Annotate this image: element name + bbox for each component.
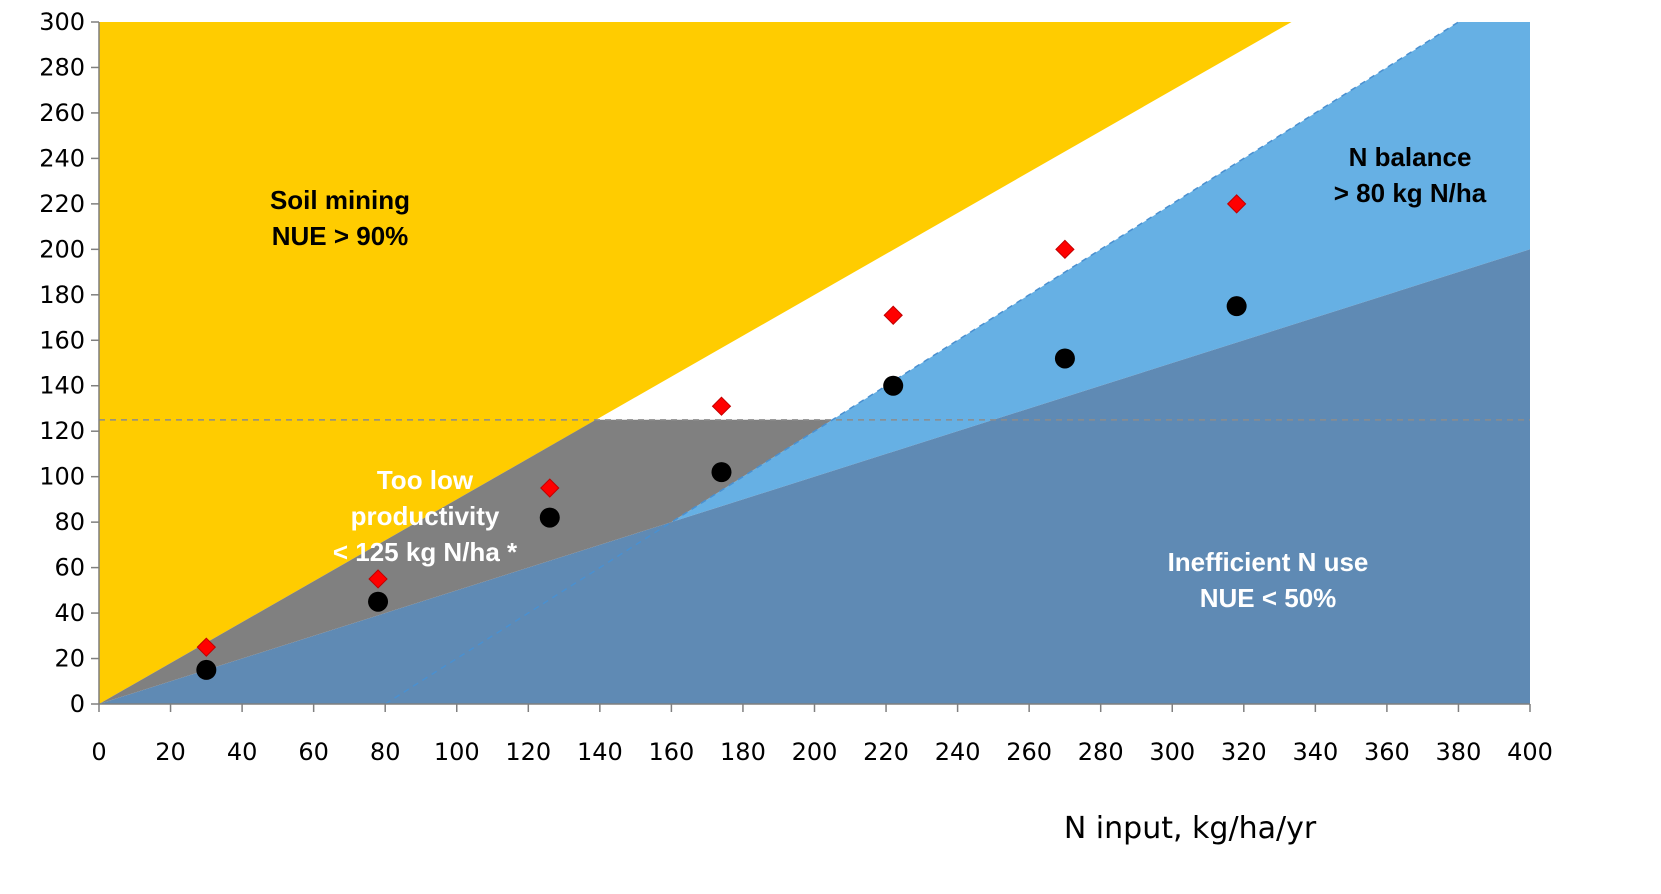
- x-tick-label: 100: [434, 738, 480, 766]
- circle-point: [196, 660, 216, 680]
- x-tick-label: 120: [505, 738, 551, 766]
- x-tick-label: 360: [1364, 738, 1410, 766]
- x-tick-label: 200: [792, 738, 838, 766]
- zone-label-line: productivity: [351, 501, 500, 531]
- x-tick-label: 280: [1078, 738, 1124, 766]
- zone-label-line: > 80 kg N/ha: [1334, 178, 1487, 208]
- y-tick-label: 80: [54, 508, 85, 536]
- y-tick-label: 140: [39, 372, 85, 400]
- zone-label-line: NUE > 90%: [272, 221, 409, 251]
- y-tick-label: 40: [54, 599, 85, 627]
- x-tick-label: 180: [720, 738, 766, 766]
- x-tick-label: 20: [155, 738, 186, 766]
- x-tick-label: 220: [863, 738, 909, 766]
- y-tick-label: 280: [39, 53, 85, 81]
- circle-point: [711, 462, 731, 482]
- x-axis-ticks: 0 20 40 60 80 100 120 140 160 180 200 220 240 260 280 3…: [91, 704, 1553, 766]
- y-tick-label: 120: [39, 417, 85, 445]
- zone-label-line: N balance: [1349, 142, 1472, 172]
- y-tick-label: 160: [39, 326, 85, 354]
- x-tick-label: 320: [1221, 738, 1267, 766]
- circle-point: [1055, 348, 1075, 368]
- y-tick-label: 0: [70, 690, 85, 718]
- diamond-point: [884, 306, 902, 324]
- diamond-point: [712, 397, 730, 415]
- y-tick-label: 20: [54, 645, 85, 673]
- y-tick-label: 60: [54, 554, 85, 582]
- x-tick-label: 40: [227, 738, 258, 766]
- x-tick-label: 400: [1507, 738, 1553, 766]
- x-tick-label: 340: [1292, 738, 1338, 766]
- x-tick-label: 300: [1149, 738, 1195, 766]
- y-tick-label: 100: [39, 463, 85, 491]
- x-tick-label: 160: [648, 738, 694, 766]
- y-tick-label: 300: [39, 8, 85, 36]
- x-tick-label: 260: [1006, 738, 1052, 766]
- circle-point: [1227, 296, 1247, 316]
- x-tick-label: 240: [935, 738, 981, 766]
- circle-point: [540, 508, 560, 528]
- x-tick-label: 80: [370, 738, 401, 766]
- x-tick-label: 140: [577, 738, 623, 766]
- circle-point: [883, 376, 903, 396]
- y-tick-label: 240: [39, 144, 85, 172]
- zone-label-line: < 125 kg N/ha *: [333, 537, 518, 567]
- y-tick-label: 200: [39, 235, 85, 263]
- zone-label-line: NUE < 50%: [1200, 583, 1337, 613]
- circle-point: [368, 592, 388, 612]
- x-tick-label: 60: [298, 738, 329, 766]
- y-tick-label: 180: [39, 281, 85, 309]
- zone-label-line: Too low: [377, 465, 474, 495]
- zone-label-line: Inefficient N use: [1168, 547, 1369, 577]
- diamond-point: [1056, 240, 1074, 258]
- y-tick-label: 260: [39, 99, 85, 127]
- x-tick-label: 0: [91, 738, 106, 766]
- y-axis-ticks: 0 20 40 60 80 100 120 140 160 180 200 220 240 260 280 3…: [39, 8, 99, 718]
- x-tick-label: 380: [1436, 738, 1482, 766]
- y-tick-label: 220: [39, 190, 85, 218]
- zone-label-line: Soil mining: [270, 185, 410, 215]
- x-axis-title: N input, kg/ha/yr: [1064, 811, 1317, 846]
